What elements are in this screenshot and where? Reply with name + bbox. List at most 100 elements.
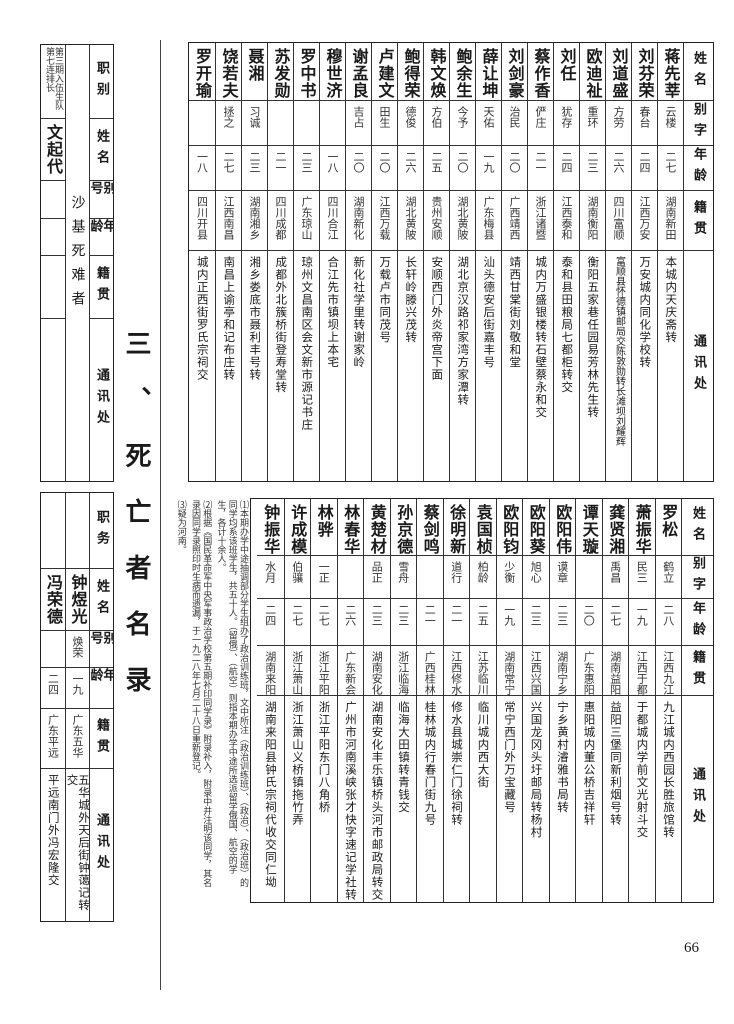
left-bottom-table: 职务 姓名 别号 年龄 籍贯 通讯处 钟煜光 焕荣 一九 广东五华 五华城外天后街钟蔼记转交 冯荣德二… bbox=[40, 492, 114, 922]
data-cell-text: 二七 bbox=[290, 604, 304, 626]
name-cell-text: 许成模 bbox=[288, 504, 308, 555]
name-cell-text: 萧振华 bbox=[632, 504, 652, 555]
data-cell-text: 湖南新田 bbox=[664, 196, 677, 240]
column-header-text: 年龄 bbox=[691, 147, 706, 189]
data-cell: 二〇 bbox=[372, 146, 397, 191]
column-header: 年龄 bbox=[682, 599, 713, 646]
data-cell: 常宁西门外万宝藏号 bbox=[497, 696, 523, 901]
data-cell: 四川开县 bbox=[189, 191, 215, 251]
column-header-text: 通讯处 bbox=[94, 813, 109, 876]
data-cell-text: 湖南来阳县钟氏宗祠代收交同仁坳 bbox=[264, 701, 278, 889]
category-label: 沙基死难者 bbox=[66, 45, 89, 480]
data-cell: 琼州文昌南区会文新市源记书庄 bbox=[294, 251, 319, 480]
table-row: 钟煜光 焕荣 一九 广东五华 五华城外天后街钟蔼记转交 bbox=[65, 493, 89, 921]
column-header: 籍贯 bbox=[90, 709, 113, 769]
data-cell: 四川富顺 bbox=[606, 191, 631, 251]
data-cell-text: 一九 bbox=[71, 673, 84, 695]
table-row: 黄楚材 品正 二三 湖南安化 湖南安化丰乐镇桥头河市邮政局转交 bbox=[363, 499, 390, 902]
name-cell-text: 饶若夫 bbox=[219, 48, 239, 99]
table-row: 鲍得荣 德俊 二六 湖北黄陂 长轩岭滕兴茂转 bbox=[397, 43, 423, 481]
table-row: 穆世济 一八 四川合江 合江先市镇坝上本宅 bbox=[319, 43, 345, 481]
data-cell-text: 一九 bbox=[635, 604, 649, 626]
name-cell-text: 聂湘 bbox=[245, 48, 265, 82]
name-cell: 孙京德 bbox=[390, 499, 416, 556]
data-cell bbox=[66, 493, 89, 569]
data-cell bbox=[41, 631, 65, 668]
column-header-text: 姓名 bbox=[690, 506, 705, 548]
column-header-text: 年龄 bbox=[90, 219, 113, 240]
table-row: 卢建文 田生 二〇 江西万载 万载卢市同茂号 bbox=[371, 43, 397, 481]
data-cell-text: 新化社学里转谢家岭 bbox=[352, 256, 367, 369]
data-cell: 二四 bbox=[41, 668, 65, 709]
category-column: 沙基死难者 bbox=[65, 45, 89, 481]
data-cell: 湖南来阳县钟氏宗祠代收交同仁坳 bbox=[257, 696, 284, 901]
data-cell: 江西修水 bbox=[443, 646, 469, 696]
data-cell-text: 二七 bbox=[664, 151, 677, 173]
data-cell: 一正 bbox=[311, 556, 337, 599]
header-column: 职务 姓名 别号 年龄 籍贯 通讯处 bbox=[89, 493, 113, 921]
data-cell bbox=[294, 101, 319, 146]
column-header: 年龄 bbox=[90, 668, 113, 709]
data-cell-text: 二〇 bbox=[582, 604, 596, 626]
data-cell-text: 九江城内西园长胜旅馆转 bbox=[662, 701, 676, 839]
data-cell-text: 春台 bbox=[638, 106, 651, 128]
data-cell-text: 城内万盛银楼转石壁蔡永和交 bbox=[534, 256, 549, 419]
data-cell: 天佑 bbox=[476, 101, 501, 146]
column-header: 职务 bbox=[90, 493, 113, 569]
data-cell-text: 禹昌 bbox=[608, 561, 622, 583]
name-cell: 蒋先莘 bbox=[658, 43, 683, 101]
data-cell: 方伯 bbox=[424, 101, 449, 146]
name-cell-text: 穆世济 bbox=[323, 48, 343, 99]
column-header: 年龄 bbox=[684, 146, 713, 191]
table-row: 刘芬荣 春台 二四 江西万安 万安城内同化学校转 bbox=[631, 43, 657, 481]
data-cell: 广东梅县 bbox=[476, 191, 501, 251]
data-cell: 江西于都 bbox=[629, 646, 655, 696]
data-cell-text: 于都城内学前文光射斗交 bbox=[635, 701, 650, 839]
table-row: 冯荣德 二四 广东平远 平远南门外冯宏隆交 bbox=[41, 493, 65, 921]
data-cell: 鹤立 bbox=[655, 556, 681, 599]
data-cell-text: 广东五华 bbox=[71, 714, 84, 758]
column-header: 姓名 bbox=[90, 569, 113, 631]
table-row: 徐明新 道行 二一 江西修水 修水县城崇仁门徐祠转 bbox=[442, 499, 469, 902]
data-cell-text: 湘乡娄底市聂利丰号转 bbox=[248, 256, 263, 381]
data-cell: 广东五华 bbox=[66, 709, 89, 769]
data-cell: 柏龄 bbox=[470, 556, 496, 599]
data-cell-text: 民三 bbox=[635, 561, 649, 583]
data-cell: 二一 bbox=[528, 146, 553, 191]
data-cell-text: 拯之 bbox=[222, 106, 235, 128]
data-cell-text: 江西九江 bbox=[661, 651, 675, 695]
table-row: 欧阳葵 旭心 二三 江西兴国 兴国龙冈头圩邮局转杨村 bbox=[522, 499, 549, 902]
name-cell-text: 文起代 bbox=[44, 124, 63, 175]
data-cell: 广东平远 bbox=[41, 709, 65, 769]
data-cell-text: 广东琼山 bbox=[300, 196, 313, 240]
data-cell-text: 柏龄 bbox=[476, 561, 490, 583]
data-cell-text: 广西靖西 bbox=[508, 196, 521, 240]
data-cell: 靖西甘棠街刘敬和堂 bbox=[502, 251, 527, 480]
name-cell-text: 钟振华 bbox=[261, 504, 281, 555]
column-header: 通讯处 bbox=[682, 696, 713, 901]
column-header-text: 籍贯 bbox=[94, 717, 109, 760]
data-cell-text: 二四 bbox=[638, 151, 651, 173]
data-cell: 吉占 bbox=[346, 101, 371, 146]
name-cell: 钟煜光 bbox=[66, 569, 89, 631]
column-header-text: 职务 bbox=[94, 509, 109, 552]
data-cell-text: 江西万载 bbox=[378, 196, 391, 240]
data-cell: 二三 bbox=[580, 146, 605, 191]
data-cell-text: 四川富顺 bbox=[612, 196, 625, 240]
name-cell-text: 罗松 bbox=[659, 504, 679, 538]
data-cell: 桂林城内行春门街九号 bbox=[417, 696, 443, 901]
data-cell bbox=[417, 556, 443, 599]
header-column: 姓名 别字 年龄 籍贯 通讯处 bbox=[683, 43, 713, 481]
column-header: 姓名 bbox=[684, 43, 713, 101]
name-cell: 蔡剑鸣 bbox=[417, 499, 443, 556]
data-cell-text: 旭心 bbox=[529, 561, 543, 583]
data-cell: 二四 bbox=[632, 146, 657, 191]
data-cell: 湖北黄陂 bbox=[398, 191, 423, 251]
data-cell-text: 伯骧 bbox=[290, 561, 304, 583]
name-cell: 薛让坤 bbox=[476, 43, 501, 101]
data-cell: 二一 bbox=[417, 599, 443, 646]
data-cell-text: 二六 bbox=[343, 604, 357, 626]
table-row: 刘道盛 方劳 二六 四川富顺 富顺县怀德镇邮局交陈敦勋转长滩坝刘耀辉 bbox=[605, 43, 631, 481]
column-header: 别字 bbox=[684, 101, 713, 146]
column-header: 职别 bbox=[90, 45, 113, 119]
